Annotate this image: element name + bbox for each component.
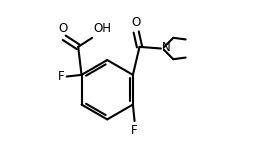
Text: O: O	[132, 16, 141, 29]
Text: F: F	[58, 70, 64, 83]
Text: O: O	[59, 22, 68, 35]
Text: OH: OH	[93, 22, 111, 35]
Text: F: F	[131, 124, 138, 137]
Text: N: N	[162, 41, 170, 54]
